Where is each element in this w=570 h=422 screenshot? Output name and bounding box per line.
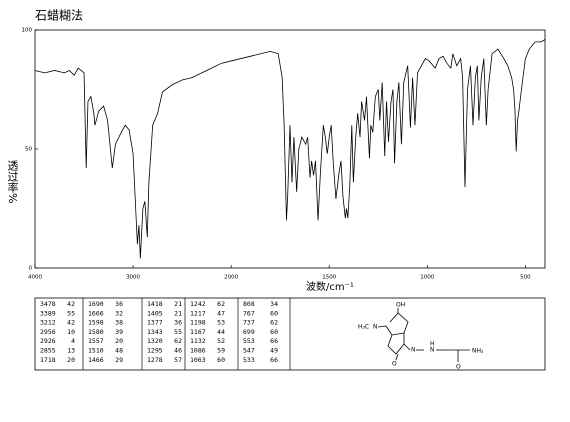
- peak-wavenumber: 1167: [190, 328, 206, 336]
- peak-transmittance: 13: [67, 347, 75, 355]
- structure-label: OH: [396, 302, 405, 309]
- spectrum-line: [34, 39, 546, 259]
- peak-wavenumber: 1242: [190, 300, 206, 308]
- x-tick-label: 4000: [28, 275, 42, 281]
- peak-wavenumber: 1466: [88, 356, 104, 364]
- peak-wavenumber: 1557: [88, 337, 104, 345]
- peak-transmittance: 21: [174, 309, 182, 317]
- peak-wavenumber: 1377: [147, 319, 163, 327]
- peak-wavenumber: 3389: [40, 309, 56, 317]
- peak-wavenumber: 808: [243, 300, 255, 308]
- peak-wavenumber: 1580: [88, 328, 104, 336]
- peak-transmittance: 36: [115, 300, 123, 308]
- peak-transmittance: 38: [115, 319, 123, 327]
- y-tick-label: 0: [29, 266, 33, 272]
- peak-transmittance: 20: [115, 337, 123, 345]
- structure-label: O: [392, 361, 397, 368]
- structure-label: N: [430, 347, 435, 354]
- peak-transmittance: 62: [270, 319, 278, 327]
- peak-wavenumber: 2956: [40, 328, 56, 336]
- peak-wavenumber: 533: [243, 356, 255, 364]
- peak-transmittance: 10: [67, 328, 75, 336]
- y-tick-label: 100: [22, 28, 33, 34]
- peak-transmittance: 42: [67, 319, 75, 327]
- peak-wavenumber: 1198: [190, 319, 206, 327]
- peak-transmittance: 62: [217, 300, 225, 308]
- structure-drawing: [377, 308, 470, 362]
- chart-title: 石蜡糊法: [35, 8, 83, 23]
- peak-transmittance: 4: [71, 337, 75, 345]
- peak-wavenumber: 1320: [147, 337, 163, 345]
- peak-wavenumber: 1278: [147, 356, 163, 364]
- peak-wavenumber: 699: [243, 328, 255, 336]
- x-tick-label: 2000: [224, 275, 238, 281]
- structure-label: N: [373, 324, 378, 331]
- peak-wavenumber: 767: [243, 309, 255, 317]
- peak-transmittance: 44: [217, 328, 225, 336]
- peak-transmittance: 66: [270, 356, 278, 364]
- peak-transmittance: 49: [270, 347, 278, 355]
- structure-label: NH₂: [472, 348, 484, 355]
- peak-transmittance: 36: [174, 319, 182, 327]
- peak-transmittance: 47: [217, 309, 225, 317]
- peak-wavenumber: 553: [243, 337, 255, 345]
- peak-transmittance: 48: [115, 347, 123, 355]
- peak-wavenumber: 1217: [190, 309, 206, 317]
- x-axis-label: 波数/cm⁻¹: [306, 280, 354, 293]
- peak-transmittance: 39: [115, 328, 123, 336]
- x-tick-label: 1500: [322, 275, 336, 281]
- peak-transmittance: 55: [67, 309, 75, 317]
- peak-transmittance: 55: [174, 328, 182, 336]
- structure-label: O: [456, 364, 461, 371]
- peak-transmittance: 60: [270, 328, 278, 336]
- peak-wavenumber: 1132: [190, 337, 206, 345]
- peak-wavenumber: 737: [243, 319, 255, 327]
- structure-label: H₃C: [358, 324, 369, 331]
- x-tick-label: 1000: [420, 275, 434, 281]
- peak-wavenumber: 1405: [147, 309, 163, 317]
- peak-transmittance: 21: [174, 300, 182, 308]
- peak-wavenumber: 3212: [40, 319, 56, 327]
- peak-transmittance: 60: [217, 356, 225, 364]
- peak-wavenumber: 2926: [40, 337, 56, 345]
- peak-transmittance: 42: [67, 300, 75, 308]
- peak-transmittance: 60: [270, 309, 278, 317]
- x-tick-label: 500: [520, 275, 531, 281]
- table-dividers: [82, 298, 291, 370]
- peak-transmittance: 34: [270, 300, 278, 308]
- peak-wavenumber: 1718: [40, 356, 56, 364]
- peak-wavenumber: 1295: [147, 347, 163, 355]
- plot-frame: [34, 29, 546, 269]
- peak-transmittance: 29: [115, 356, 123, 364]
- peak-wavenumber: 1418: [147, 300, 163, 308]
- peak-wavenumber: 1690: [88, 300, 104, 308]
- peak-wavenumber: 1598: [88, 319, 104, 327]
- peak-wavenumber: 1063: [190, 356, 206, 364]
- structure-label: N: [411, 347, 416, 354]
- peak-transmittance: 59: [217, 347, 225, 355]
- peak-wavenumber: 1666: [88, 309, 104, 317]
- peak-transmittance: 52: [217, 337, 225, 345]
- y-axis-label: 透过率%: [6, 160, 19, 204]
- peak-transmittance: 32: [115, 309, 123, 317]
- structure-label: H: [430, 341, 435, 348]
- peak-wavenumber: 1086: [190, 347, 206, 355]
- peak-transmittance: 53: [217, 319, 225, 327]
- peak-wavenumber: 1510: [88, 347, 104, 355]
- peak-transmittance: 20: [67, 356, 75, 364]
- peak-transmittance: 66: [270, 337, 278, 345]
- peak-transmittance: 57: [174, 356, 182, 364]
- x-tick-label: 3000: [126, 275, 140, 281]
- peak-wavenumber: 2855: [40, 347, 56, 355]
- peak-transmittance: 62: [174, 337, 182, 345]
- peak-wavenumber: 1343: [147, 328, 163, 336]
- peak-wavenumber: 3478: [40, 300, 56, 308]
- peak-wavenumber: 547: [243, 347, 255, 355]
- peak-transmittance: 46: [174, 347, 182, 355]
- y-tick-label: 50: [25, 147, 32, 153]
